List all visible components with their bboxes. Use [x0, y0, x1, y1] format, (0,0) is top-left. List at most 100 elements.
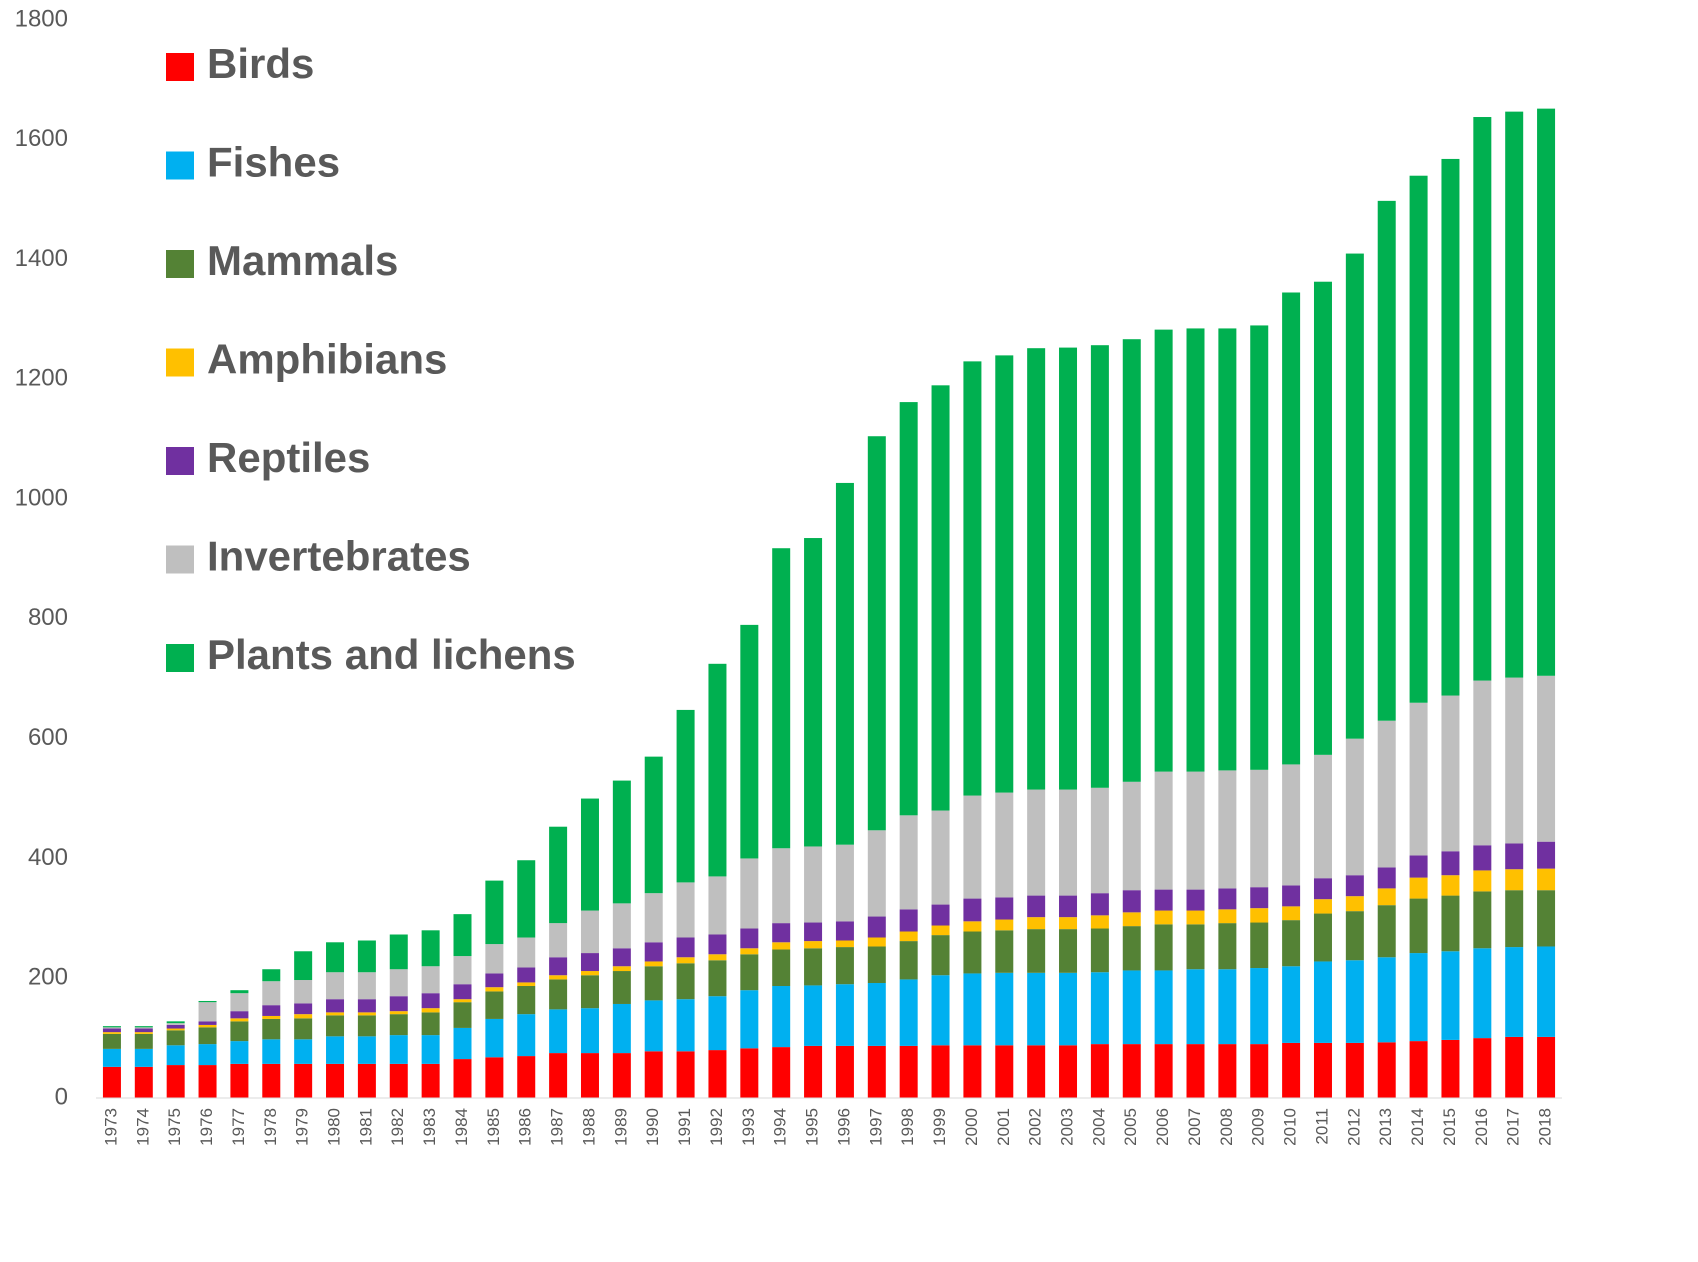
- bar-segment: [1218, 888, 1237, 910]
- bar-segment: [1441, 695, 1460, 852]
- bar-segment: [931, 904, 950, 926]
- bar-segment: [102, 1032, 121, 1034]
- bar-segment: [708, 934, 727, 955]
- bar-segment: [294, 1018, 313, 1040]
- bar-segment: [1505, 677, 1524, 844]
- bar-segment: [1345, 1042, 1364, 1098]
- bar-segment: [1090, 893, 1109, 916]
- bar-segment: [1027, 929, 1046, 973]
- bar-segment: [804, 1045, 823, 1098]
- bar-segment: [1377, 957, 1396, 1043]
- bar-segment: [1313, 754, 1332, 879]
- bar-segment: [262, 969, 281, 982]
- bar-segment: [517, 967, 536, 983]
- bar-segment: [517, 937, 536, 968]
- bar-segment: [166, 1030, 185, 1046]
- bar-segment: [102, 1027, 121, 1029]
- bar-segment: [230, 990, 249, 994]
- bar-segment: [867, 937, 886, 947]
- bar-segment: [294, 1014, 313, 1019]
- bar-segment: [453, 999, 472, 1003]
- bar-segment: [708, 960, 727, 997]
- bar-segment: [931, 385, 950, 811]
- bar-segment: [389, 1063, 408, 1098]
- bar-segment: [963, 795, 982, 899]
- bar-segment: [995, 919, 1014, 931]
- bar-segment: [198, 1002, 217, 1022]
- bar-segment: [517, 986, 536, 1015]
- bar-segment: [931, 925, 950, 936]
- legend-label: Plants and lichens: [207, 631, 576, 678]
- y-tick-label: 1800: [15, 5, 68, 32]
- legend-swatch: [166, 348, 194, 377]
- y-tick-label: 1200: [15, 365, 68, 392]
- bar-segment: [1473, 845, 1492, 871]
- bar-segment: [1122, 912, 1141, 927]
- bar-segment: [1186, 924, 1205, 970]
- bar-segment: [772, 1047, 791, 1098]
- bar-segment: [421, 1008, 440, 1013]
- bar-segment: [867, 830, 886, 917]
- bar-segment: [1090, 787, 1109, 894]
- bar-segment: [1122, 970, 1141, 1045]
- bar-segment: [1313, 281, 1332, 755]
- bar-segment: [1218, 770, 1237, 889]
- bar-segment: [134, 1026, 153, 1028]
- bar-segment: [644, 1051, 663, 1098]
- bar-segment: [517, 982, 536, 987]
- bar-segment: [1473, 891, 1492, 949]
- x-tick-label: 2002: [1026, 1108, 1045, 1146]
- bar-segment: [517, 1014, 536, 1057]
- bar-segment: [549, 1053, 568, 1098]
- bar-segment: [612, 903, 631, 949]
- bar-segment: [421, 1012, 440, 1036]
- bar-segment: [453, 1027, 472, 1060]
- bar-segment: [1186, 910, 1205, 925]
- bar-segment: [676, 937, 695, 958]
- bar-segment: [867, 436, 886, 831]
- x-tick-label: 2017: [1504, 1108, 1523, 1146]
- legend-label: Mammals: [207, 237, 398, 284]
- bar-segment: [1345, 960, 1364, 1043]
- bar-segment: [102, 1066, 121, 1098]
- y-tick-label: 600: [28, 724, 68, 751]
- x-tick-label: 1991: [675, 1108, 694, 1146]
- bar-segment: [262, 1018, 281, 1040]
- bar-segment: [134, 1066, 153, 1098]
- bar-segment: [421, 966, 440, 994]
- bar-segment: [612, 971, 631, 1004]
- bar-segment: [1473, 680, 1492, 846]
- x-tick-label: 1992: [707, 1108, 726, 1146]
- bar-segment: [262, 1015, 281, 1019]
- x-tick-label: 2001: [994, 1108, 1013, 1146]
- bar-segment: [326, 999, 345, 1013]
- bar-segment: [740, 858, 759, 929]
- bar-segment: [995, 355, 1014, 793]
- x-tick-label: 2013: [1376, 1108, 1395, 1146]
- bar-segment: [1313, 878, 1332, 900]
- bar-segment: [389, 1014, 408, 1036]
- bar-segment: [198, 1065, 217, 1098]
- bar-segment: [835, 947, 854, 985]
- bar-segment: [644, 961, 663, 967]
- bar-segment: [198, 1021, 217, 1025]
- bar-segment: [867, 983, 886, 1046]
- bar-segment: [421, 993, 440, 1009]
- bar-segment: [1377, 888, 1396, 906]
- bar-segment: [166, 1065, 185, 1098]
- bar-segment: [549, 957, 568, 976]
- bar-segment: [1505, 111, 1524, 678]
- bar-segment: [1122, 339, 1141, 782]
- bar-segment: [1505, 947, 1524, 1037]
- bar-segment: [1059, 895, 1078, 918]
- bar-segment: [899, 909, 918, 932]
- bar-segment: [708, 996, 727, 1051]
- bar-segment: [262, 1039, 281, 1064]
- bar-segment: [804, 846, 823, 923]
- bar-segment: [1505, 843, 1524, 870]
- bar-segment: [102, 1028, 121, 1033]
- x-tick-label: 1989: [611, 1108, 630, 1146]
- legend-label: Reptiles: [207, 434, 370, 481]
- bar-segment: [326, 1036, 345, 1064]
- bar-segment: [1250, 325, 1269, 770]
